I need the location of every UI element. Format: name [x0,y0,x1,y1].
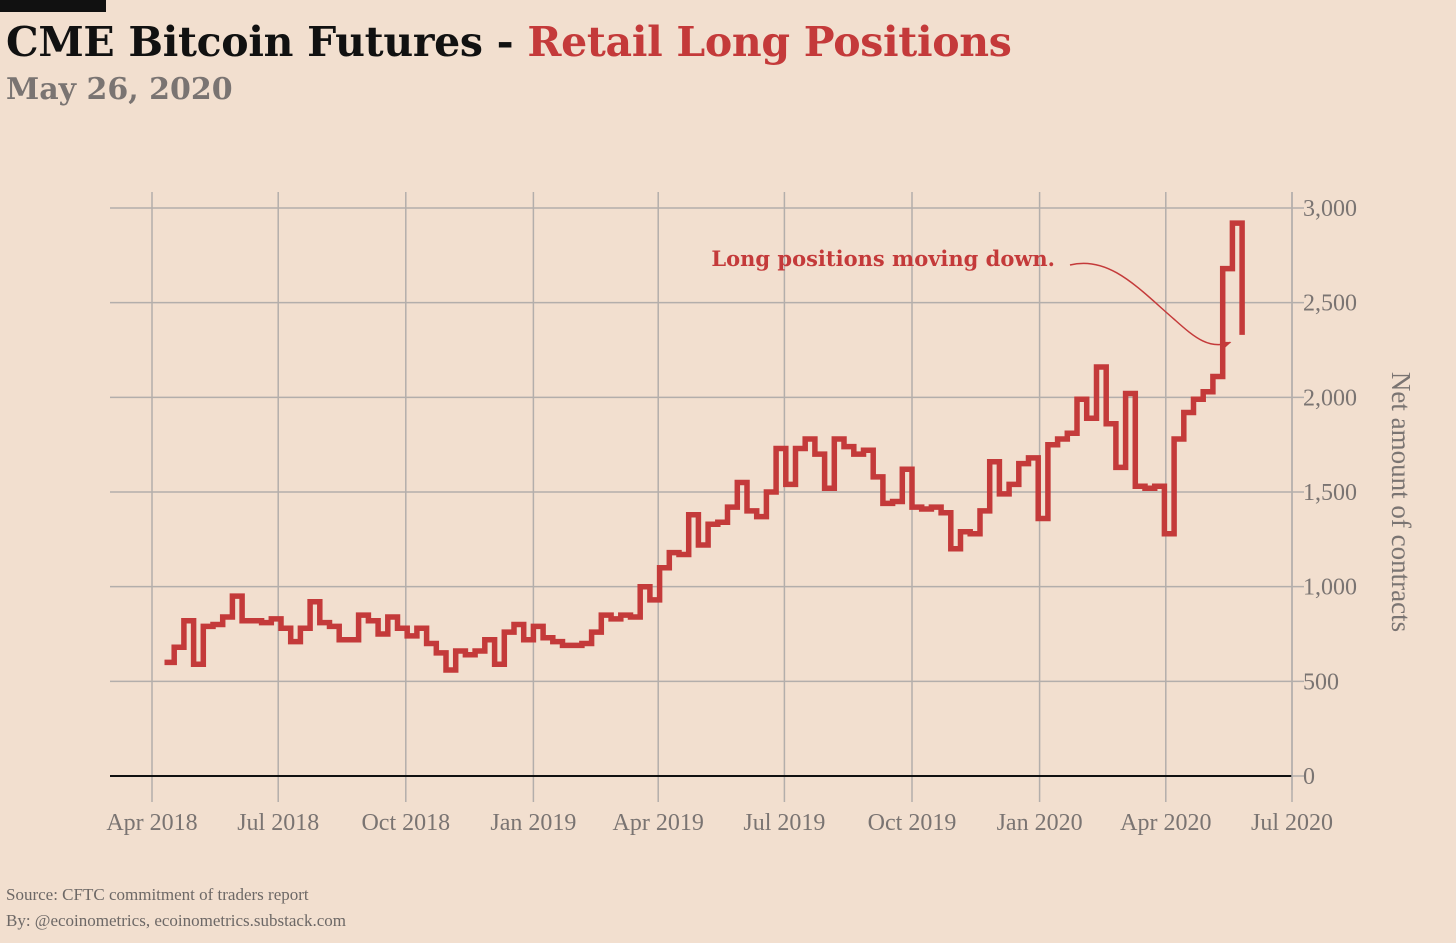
x-grid [151,192,1293,802]
x-tick-label: Apr 2018 [106,810,197,836]
y-tick-label: 1,500 [1303,480,1357,506]
subtitle-date: May 26, 2020 [6,72,233,107]
y-tick-labels: 0 500 1,000 1,500 2,000 2,500 3,000 [1303,196,1357,790]
x-tick-label: Jan 2019 [490,810,576,836]
corner-bar [0,0,106,12]
y-tick-label: 1,000 [1303,575,1357,601]
x-tick-labels: Apr 2018 Jul 2018 Oct 2018 Jan 2019 Apr 2019… [106,810,1333,836]
annotation-arrow [1069,262,1232,350]
annotation-text: Long positions moving down. [711,246,1055,271]
series-line [164,220,1245,673]
x-tick-label: Jul 2020 [1251,810,1333,836]
x-tick-label: Jul 2019 [743,810,825,836]
title-accent: Retail Long Positions [527,18,1012,66]
page-title: CME Bitcoin Futures - Retail Long Positi… [6,18,1012,66]
x-tick-label: Oct 2019 [868,810,957,836]
x-tick-label: Jul 2018 [237,810,319,836]
byline: By: @ecoinometrics, ecoinometrics.substa… [6,911,346,930]
x-tick-label: Jan 2020 [997,810,1083,836]
y-tick-label: 2,000 [1303,385,1357,411]
y-axis-label: Net amount of contracts [1386,372,1416,632]
title-main: CME Bitcoin Futures - [6,18,528,66]
x-tick-label: Apr 2020 [1120,810,1211,836]
y-grid [110,207,1304,777]
x-tick-label: Apr 2019 [613,810,704,836]
y-tick-label: 3,000 [1303,196,1357,222]
y-tick-label: 500 [1303,669,1339,695]
y-tick-label: 2,500 [1303,291,1357,317]
x-tick-label: Oct 2018 [361,810,450,836]
y-tick-label: 0 [1303,764,1315,790]
source-note: Source: CFTC commitment of traders repor… [6,885,309,904]
